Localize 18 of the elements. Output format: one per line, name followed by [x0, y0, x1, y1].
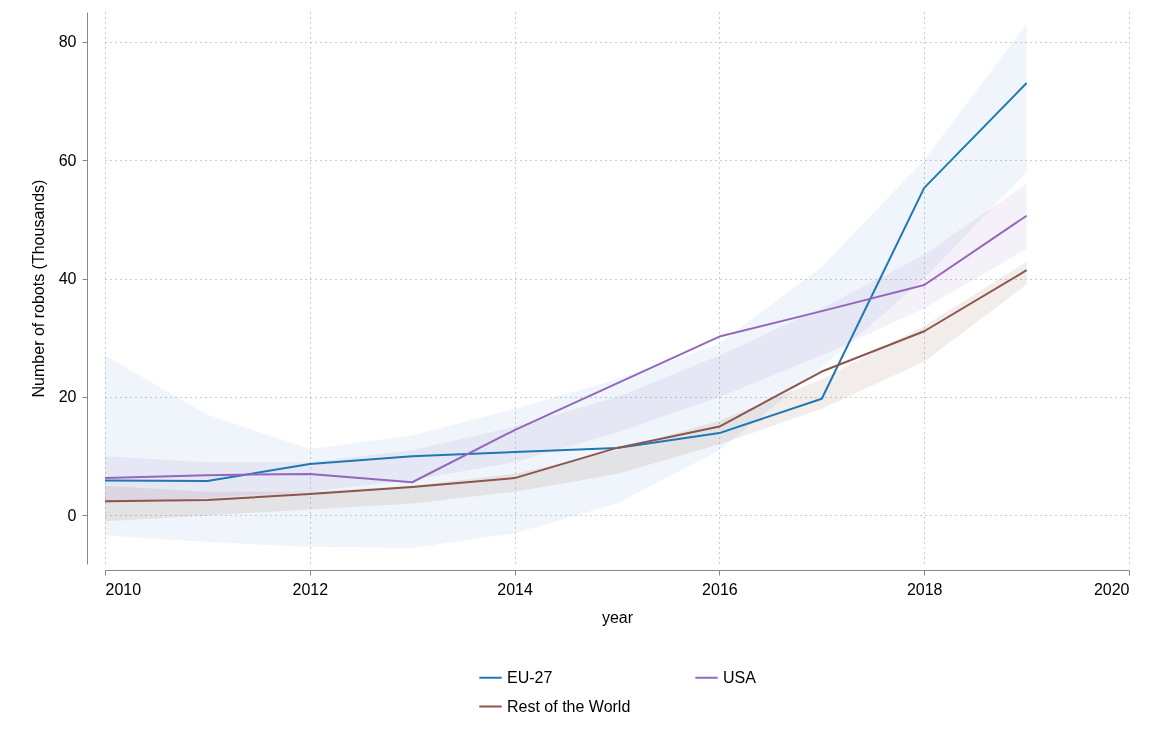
x-tick-label: 2018	[906, 580, 943, 598]
legend-label: EU-27	[507, 668, 553, 686]
y-tick-label: 40	[58, 270, 77, 288]
y-tick-label: 20	[58, 388, 77, 406]
line-series	[105, 82, 1028, 483]
x-tick-label: 2020	[1093, 580, 1130, 598]
x-tick-label: 2010	[105, 580, 142, 598]
x-axis-title: year	[601, 608, 634, 626]
line-series	[105, 214, 1028, 484]
x-tick-label: 2014	[497, 580, 533, 598]
y-axis-title: Number of robots (Thousands)	[29, 179, 47, 398]
x-tick-label: 2016	[702, 580, 738, 598]
y-tick-label: 60	[58, 151, 77, 169]
y-tick-label: 0	[67, 506, 77, 524]
legend-label: Rest of the World	[507, 697, 631, 715]
legend-label: USA	[723, 668, 757, 686]
y-tick-label: 80	[58, 33, 77, 51]
x-tick-label: 2012	[292, 580, 329, 598]
